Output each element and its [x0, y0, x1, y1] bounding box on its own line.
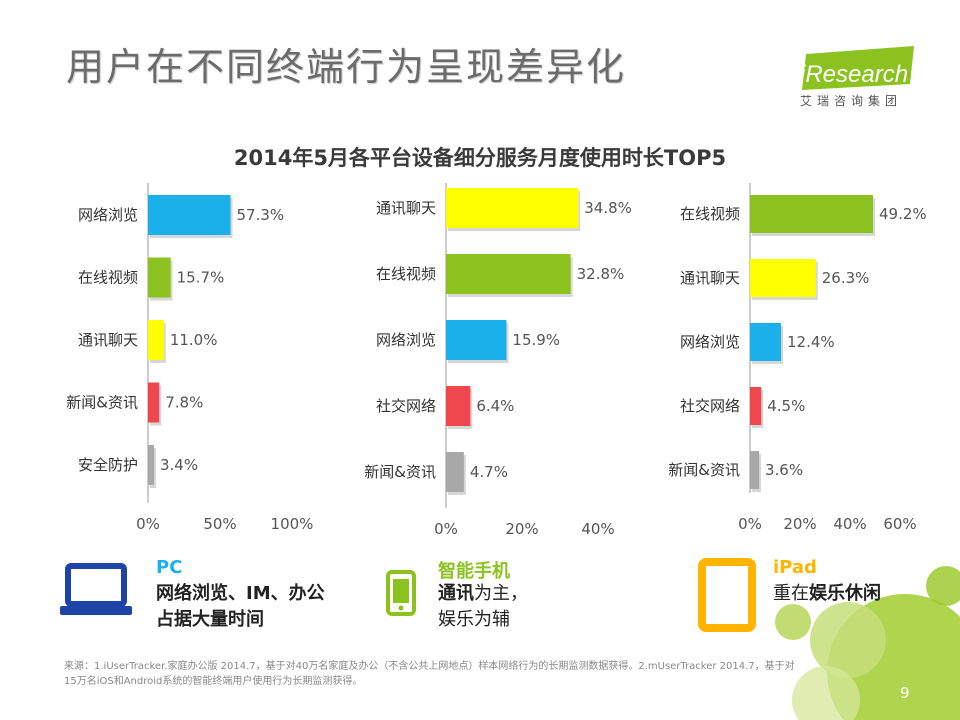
bar — [148, 195, 231, 235]
phone-desc-line1: 通讯为主， — [438, 581, 528, 607]
category-label: 网络浏览 — [680, 333, 740, 351]
value-label: 7.8% — [165, 394, 203, 412]
category-label: 新闻&资讯 — [364, 463, 436, 481]
pc-title: PC — [156, 557, 183, 578]
bar — [148, 320, 164, 360]
phone-title: 智能手机 — [438, 561, 510, 582]
bar — [446, 386, 471, 426]
bar — [446, 452, 464, 492]
tick-label: 0% — [738, 515, 762, 533]
tick-label: 20% — [783, 515, 816, 533]
ipad-desc-bold: 娱乐休闲 — [809, 583, 881, 604]
page-number: 9 — [900, 684, 910, 702]
category-label: 在线视频 — [78, 269, 138, 287]
pc-desc-line2: 占据大量时间 — [156, 609, 264, 630]
value-label: 6.4% — [476, 397, 514, 415]
category-label: 社交网络 — [680, 397, 740, 415]
tick-label: 60% — [883, 515, 916, 533]
value-label: 11.0% — [170, 331, 218, 349]
tick-label: 40% — [833, 515, 866, 533]
tick-label: 0% — [434, 520, 458, 538]
value-label: 4.5% — [767, 397, 805, 415]
bar — [446, 254, 571, 294]
bar — [750, 387, 762, 425]
source-line-1: 来源：1.iUserTracker.家庭办公版 2014.7，基于对40万名家庭… — [64, 661, 795, 672]
value-label: 15.7% — [177, 269, 225, 287]
bar — [446, 320, 507, 360]
category-label: 社交网络 — [376, 397, 436, 415]
ipad-description: 重在娱乐休闲 — [773, 581, 881, 607]
smartphone-icon — [386, 570, 416, 616]
bar — [750, 259, 816, 297]
pc-desc-line1: 网络浏览、IM、办公 — [156, 583, 325, 604]
tick-label: 50% — [203, 515, 236, 533]
category-label: 网络浏览 — [78, 206, 138, 224]
bar — [750, 195, 873, 233]
category-label: 网络浏览 — [376, 331, 436, 349]
value-label: 34.8% — [584, 199, 632, 217]
logo-tagline: 艾瑞咨询集团 — [800, 94, 903, 108]
ipad-desc-rest: 重在 — [773, 583, 809, 604]
bar — [148, 257, 171, 298]
category-label: 通讯聊天 — [78, 331, 138, 349]
category-label: 通讯聊天 — [376, 199, 436, 217]
phone-desc-rest: 为主， — [474, 583, 528, 604]
tick-label: 20% — [505, 520, 538, 538]
value-label: 3.4% — [160, 456, 198, 474]
value-label: 12.4% — [787, 333, 835, 351]
category-label: 安全防护 — [78, 456, 138, 474]
category-label: 通讯聊天 — [680, 269, 740, 287]
phone-desc-line2: 娱乐为辅 — [438, 609, 510, 630]
logo-text: iResearch — [800, 61, 908, 88]
tick-label: 100% — [271, 515, 314, 533]
iresearch-logo: iResearch — [800, 46, 914, 90]
bar — [750, 323, 781, 361]
tick-label: 40% — [581, 520, 614, 538]
value-label: 4.7% — [470, 463, 508, 481]
tick-label: 0% — [136, 515, 160, 533]
category-label: 新闻&资讯 — [66, 394, 138, 412]
value-label: 15.9% — [512, 331, 560, 349]
category-label: 在线视频 — [376, 265, 436, 283]
bar — [148, 445, 154, 485]
category-label: 新闻&资讯 — [668, 461, 740, 479]
chart-title: 2014年5月各平台设备细分服务月度使用时长TOP5 — [233, 146, 727, 170]
value-label: 57.3% — [237, 206, 285, 224]
source-note: 来源：1.iUserTracker.家庭办公版 2014.7，基于对40万名家庭… — [64, 659, 884, 689]
pc-description: 网络浏览、IM、办公 占据大量时间 — [156, 581, 325, 633]
value-label: 32.8% — [577, 265, 625, 283]
laptop-icon — [60, 563, 132, 615]
bar — [148, 382, 160, 423]
phone-description: 通讯为主， 娱乐为辅 — [438, 581, 528, 633]
category-label: 在线视频 — [680, 205, 740, 223]
value-label: 49.2% — [879, 205, 927, 223]
value-label: 3.6% — [765, 461, 803, 479]
ipad-title: iPad — [773, 557, 817, 578]
tablet-icon — [698, 558, 756, 632]
bar — [750, 451, 759, 489]
bar — [446, 188, 579, 228]
value-label: 26.3% — [822, 269, 870, 287]
phone-desc-bold: 通讯 — [438, 583, 474, 604]
source-line-2: 15万名iOS和Android系统的智能终端用户使用行为长期监测获得。 — [64, 676, 363, 687]
slide-title: 用户在不同终端行为呈现差异化 — [66, 45, 627, 89]
